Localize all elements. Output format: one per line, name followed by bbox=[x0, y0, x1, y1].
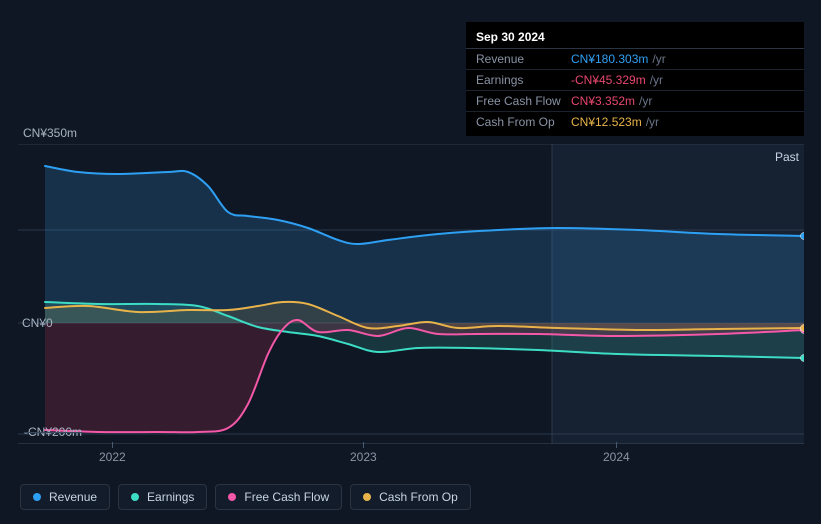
tooltip-row: Free Cash FlowCN¥3.352m/yr bbox=[466, 91, 804, 112]
x-axis-tick: 2023 bbox=[350, 450, 377, 464]
tooltip-unit: /yr bbox=[639, 94, 652, 108]
tooltip-metric-label: Earnings bbox=[476, 73, 571, 87]
chart-legend: Revenue Earnings Free Cash Flow Cash From O… bbox=[20, 484, 471, 510]
legend-label: Revenue bbox=[49, 490, 97, 504]
tooltip-row: Cash From OpCN¥12.523m/yr bbox=[466, 112, 804, 132]
tooltip-metric-value: -CN¥45.329m bbox=[571, 73, 646, 87]
x-axis-tick: 2024 bbox=[603, 450, 630, 464]
tooltip-row: RevenueCN¥180.303m/yr bbox=[466, 49, 804, 70]
tooltip-metric-label: Free Cash Flow bbox=[476, 94, 571, 108]
tooltip-unit: /yr bbox=[652, 52, 665, 66]
legend-item-cash-from-op[interactable]: Cash From Op bbox=[350, 484, 471, 510]
tooltip-metric-value: CN¥180.303m bbox=[571, 52, 648, 66]
legend-dot-icon bbox=[363, 493, 371, 501]
legend-label: Earnings bbox=[147, 490, 194, 504]
y-axis-max-label: CN¥350m bbox=[23, 126, 77, 140]
legend-dot-icon bbox=[228, 493, 236, 501]
legend-label: Cash From Op bbox=[379, 490, 458, 504]
tooltip-date: Sep 30 2024 bbox=[466, 26, 804, 49]
y-axis-zero-label: CN¥0 bbox=[22, 316, 53, 330]
tooltip-metric-label: Revenue bbox=[476, 52, 571, 66]
y-axis-min-label: -CN¥200m bbox=[24, 425, 82, 439]
chart-plot-area[interactable] bbox=[18, 144, 804, 444]
legend-dot-icon bbox=[131, 493, 139, 501]
past-period-label: Past bbox=[775, 150, 799, 164]
legend-item-earnings[interactable]: Earnings bbox=[118, 484, 207, 510]
tooltip-row: Earnings-CN¥45.329m/yr bbox=[466, 70, 804, 91]
legend-dot-icon bbox=[33, 493, 41, 501]
legend-label: Free Cash Flow bbox=[244, 490, 329, 504]
tooltip-metric-label: Cash From Op bbox=[476, 115, 571, 129]
tooltip-unit: /yr bbox=[646, 115, 659, 129]
x-axis-tick: 2022 bbox=[99, 450, 126, 464]
tooltip-metric-value: CN¥12.523m bbox=[571, 115, 642, 129]
legend-item-revenue[interactable]: Revenue bbox=[20, 484, 110, 510]
data-tooltip: Sep 30 2024 RevenueCN¥180.303m/yrEarning… bbox=[466, 22, 804, 136]
tooltip-metric-value: CN¥3.352m bbox=[571, 94, 635, 108]
legend-item-free-cash-flow[interactable]: Free Cash Flow bbox=[215, 484, 342, 510]
tooltip-unit: /yr bbox=[650, 73, 663, 87]
x-axis: 2022 2023 2024 bbox=[18, 450, 804, 470]
